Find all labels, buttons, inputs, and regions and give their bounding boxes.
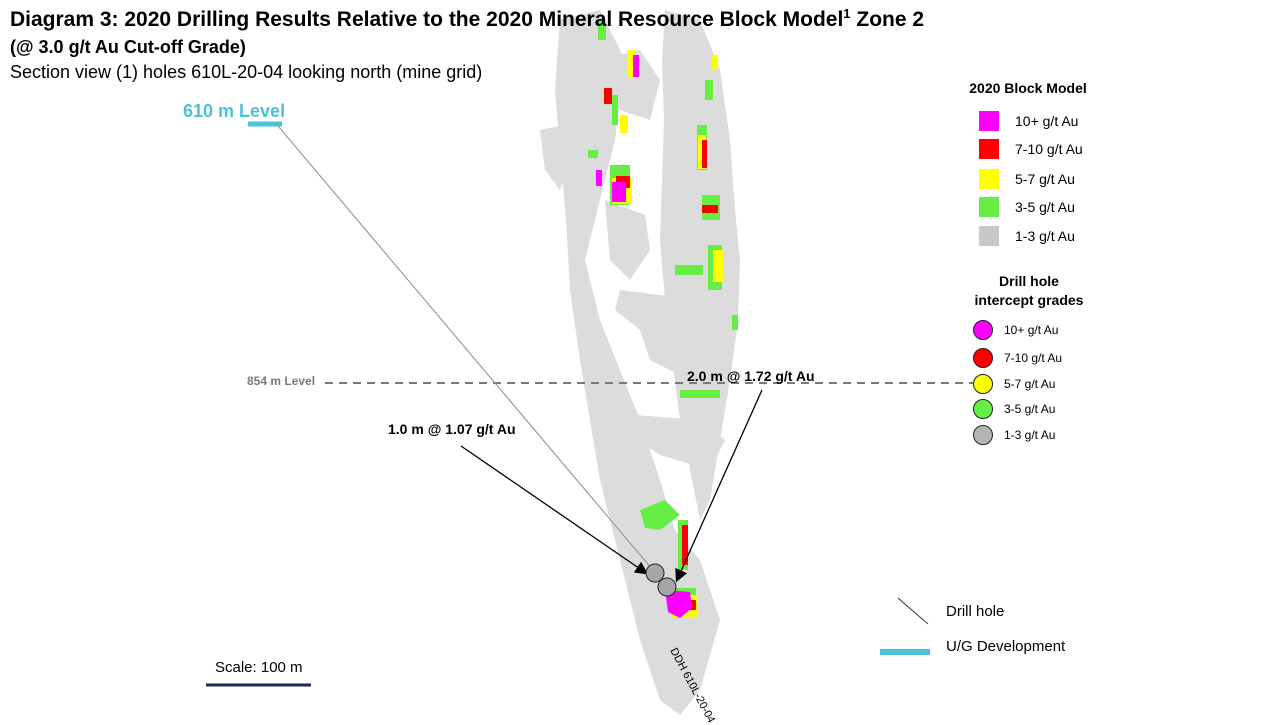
intercept-legend-item: 5-7 g/t Au (973, 374, 1055, 394)
block-legend-item: 10+ g/t Au (979, 111, 1078, 131)
title-zone: Zone 2 (850, 8, 925, 31)
intercept-legend-title-line1: Drill hole (999, 273, 1059, 289)
intercept-legend-circle (973, 374, 993, 394)
block-legend-swatch (979, 111, 999, 131)
intercept-1-marker (645, 563, 665, 583)
block-model-legend-title: 2020 Block Model (969, 80, 1087, 96)
block-model-magenta (596, 55, 692, 618)
intercept-2-label: 2.0 m @ 1.72 g/t Au (687, 368, 815, 384)
block-legend-label: 5-7 g/t Au (1015, 171, 1075, 187)
block-legend-item: 5-7 g/t Au (979, 169, 1075, 189)
block-legend-swatch (979, 226, 999, 246)
intercept-legend-item: 3-5 g/t Au (973, 399, 1055, 419)
drill-hole-legend-label: Drill hole (946, 603, 1005, 620)
block-legend-swatch (979, 197, 999, 217)
intercept-legend-label: 3-5 g/t Au (1004, 402, 1056, 416)
diagram-title: Diagram 3: 2020 Drilling Results Relativ… (10, 6, 924, 32)
intercept-legend-item: 7-10 g/t Au (973, 348, 1062, 368)
intercept-legend-circle (973, 320, 993, 340)
intercept-2-marker (657, 577, 677, 597)
drill-hole-trace (277, 125, 669, 589)
intercept-legend-label: 10+ g/t Au (1004, 323, 1059, 337)
intercept-legend-title-line2: intercept grades (974, 292, 1084, 308)
intercept-legend-circle (973, 425, 993, 445)
level-610-label: 610 m Level (183, 101, 286, 121)
block-legend-item: 7-10 g/t Au (979, 139, 1083, 159)
block-legend-item: 3-5 g/t Au (979, 197, 1075, 217)
scale-label: Scale: 100 m (215, 659, 303, 676)
title-superscript: 1 (843, 6, 851, 21)
block-legend-label: 10+ g/t Au (1015, 113, 1079, 129)
intercept-legend-item: 1-3 g/t Au (973, 425, 1055, 445)
diagram-subtitle: (@ 3.0 g/t Au Cut-off Grade) (10, 37, 246, 57)
title-main: Diagram 3: 2020 Drilling Results Relativ… (10, 8, 844, 31)
block-legend-label: 7-10 g/t Au (1015, 141, 1083, 157)
level-854-label: 854 m Level (247, 374, 316, 388)
block-legend-swatch (979, 169, 999, 189)
section-view-label: Section view (1) holes 610L-20-04 lookin… (10, 62, 483, 82)
intercept-legend-label: 7-10 g/t Au (1004, 351, 1063, 365)
block-legend-item: 1-3 g/t Au (979, 226, 1075, 246)
intercept-legend-label: 1-3 g/t Au (1004, 428, 1056, 442)
drill-hole-legend-symbol (897, 597, 929, 625)
intercept-legend-item: 10+ g/t Au (973, 320, 1058, 340)
intercept-legend-label: 5-7 g/t Au (1004, 377, 1056, 391)
block-legend-label: 1-3 g/t Au (1015, 228, 1075, 244)
intercept-1-arrow (460, 445, 649, 575)
intercept-legend-circle (973, 399, 993, 419)
intercept-2-arrow (675, 389, 763, 583)
block-legend-swatch (979, 139, 999, 159)
ug-development-legend-label: U/G Development (946, 638, 1066, 655)
block-legend-label: 3-5 g/t Au (1015, 199, 1075, 215)
intercept-1-label: 1.0 m @ 1.07 g/t Au (388, 421, 516, 437)
intercept-legend-title: Drill hole intercept grades (958, 272, 1100, 310)
block-model-grey (540, 10, 740, 715)
intercept-legend-circle (973, 348, 993, 368)
